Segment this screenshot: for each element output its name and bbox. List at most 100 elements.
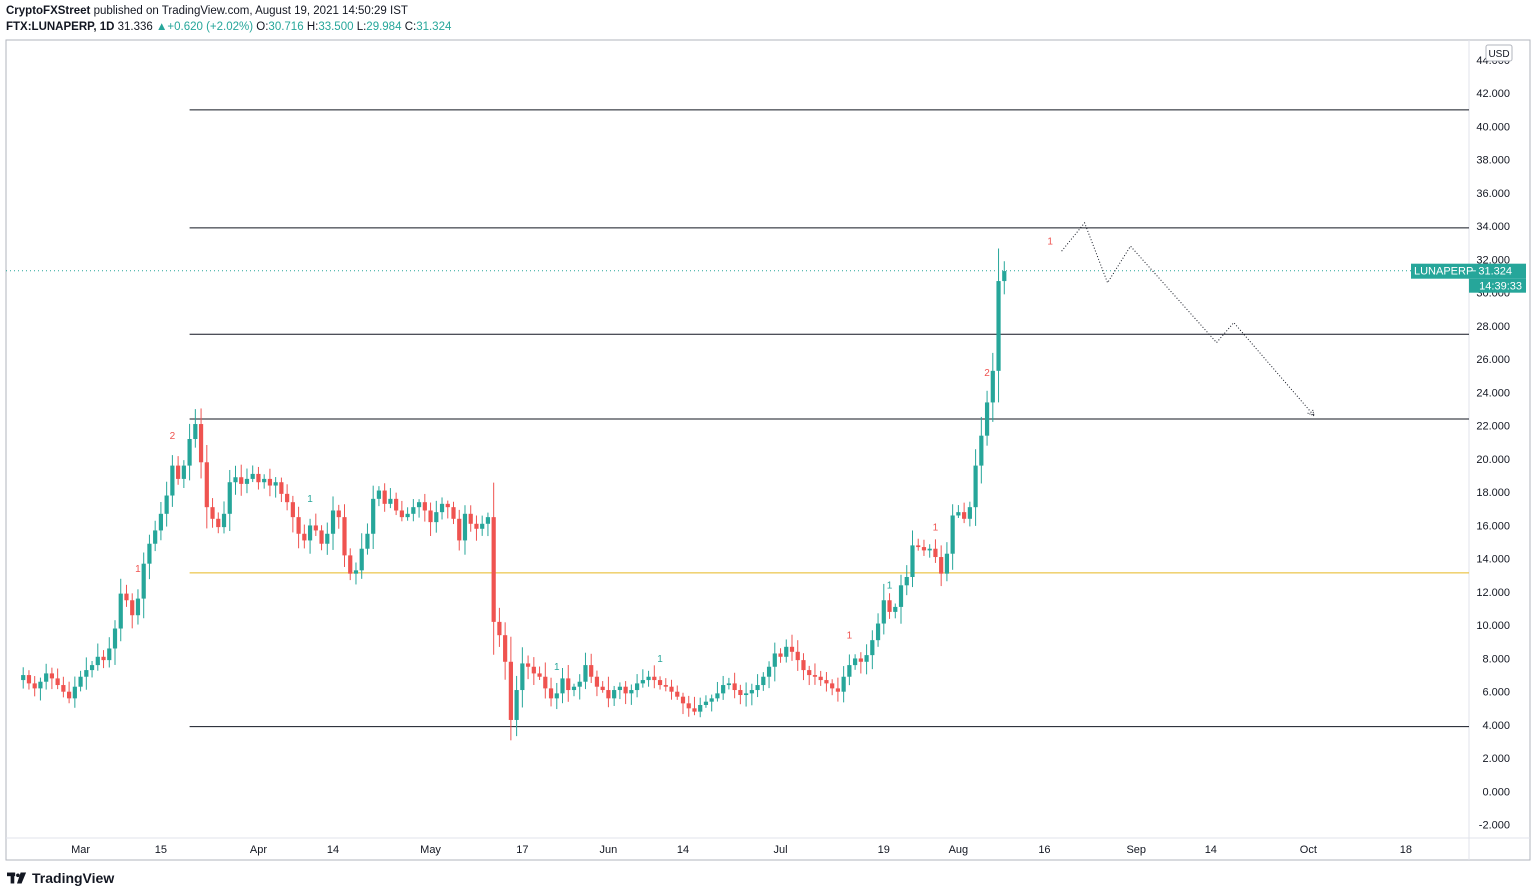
- candle-body: [715, 693, 720, 699]
- candle-body: [462, 513, 468, 541]
- candle-body: [554, 693, 559, 699]
- candle-body: [239, 477, 244, 484]
- candle-body: [784, 646, 789, 657]
- y-tick-label: 38.000: [1476, 155, 1510, 167]
- candle-body: [738, 690, 743, 696]
- candle-body: [198, 424, 204, 463]
- y-tick-label: 28.000: [1476, 321, 1510, 333]
- candle-body: [164, 495, 169, 514]
- candle-body: [996, 281, 1001, 371]
- candle-body: [612, 690, 617, 699]
- candle-body: [525, 663, 531, 667]
- y-tick-label: 4.000: [1482, 720, 1510, 732]
- candle-body: [210, 507, 215, 519]
- candle-body: [772, 653, 777, 667]
- y-tick-label: 40.000: [1476, 121, 1510, 133]
- sequence-marker: 1: [847, 631, 853, 642]
- candle-body: [841, 676, 846, 692]
- candle-body: [267, 478, 273, 486]
- x-tick-label: 19: [878, 844, 890, 856]
- price-tag-symbol: LUNAPERP: [1414, 266, 1473, 278]
- y-tick-label: 42.000: [1476, 88, 1510, 100]
- publisher-name[interactable]: CryptoFXStreet: [6, 5, 91, 17]
- sequence-marker: 1: [554, 662, 560, 673]
- sequence-marker: 1: [887, 581, 893, 592]
- candle-body: [847, 665, 852, 677]
- y-tick-label: -2.000: [1479, 820, 1510, 832]
- x-tick-label: Apr: [250, 844, 267, 856]
- candle-body: [445, 503, 450, 508]
- published-info: published on TradingView.com, August 19,…: [93, 5, 408, 17]
- sequence-marker: 1: [1047, 236, 1053, 247]
- candle-body: [118, 593, 123, 629]
- candle-body: [640, 680, 645, 684]
- chart-header: CryptoFXStreet published on TradingView.…: [6, 3, 451, 35]
- y-tick-label: 22.000: [1476, 421, 1510, 433]
- candle-body: [858, 658, 863, 662]
- x-tick-label: Jul: [773, 844, 787, 856]
- candle-body: [388, 498, 393, 504]
- candle-body: [703, 701, 709, 705]
- y-tick-label: 34.000: [1476, 221, 1510, 233]
- candle-body: [457, 518, 462, 541]
- candle-body: [439, 503, 445, 513]
- candle-body: [675, 691, 680, 697]
- candle-body: [394, 498, 399, 511]
- x-tick-label: 18: [1400, 844, 1412, 856]
- candle-body: [221, 513, 227, 528]
- candle-body: [330, 510, 336, 534]
- candle-body: [600, 686, 605, 691]
- candle-body: [336, 510, 341, 518]
- x-tick-label: 17: [516, 844, 528, 856]
- candle-body: [468, 513, 473, 524]
- tradingview-logo[interactable]: TradingView: [7, 868, 114, 888]
- y-tick-label: 8.000: [1482, 653, 1510, 665]
- candle-body: [124, 593, 129, 601]
- candle-body: [853, 658, 858, 666]
- candle-body: [933, 548, 938, 558]
- candle-body: [812, 675, 818, 677]
- candle-body: [480, 523, 485, 529]
- y-tick-label: 6.000: [1482, 687, 1510, 699]
- candle-body: [176, 465, 181, 479]
- candle-body: [325, 533, 330, 544]
- candle-body: [548, 688, 554, 699]
- candle-body: [61, 685, 66, 692]
- candle-body: [990, 370, 995, 403]
- candle-body: [652, 676, 657, 681]
- candle-body: [721, 685, 726, 694]
- y-tick-label: 26.000: [1476, 354, 1510, 366]
- candle-body: [451, 507, 456, 519]
- candle-body: [984, 402, 990, 436]
- candle-body: [744, 693, 749, 696]
- candle-body: [497, 621, 502, 636]
- open-value: 30.716: [268, 21, 304, 33]
- candle-body: [474, 523, 479, 529]
- candle-body: [353, 570, 359, 574]
- candle-body: [881, 600, 886, 624]
- candle-body: [290, 502, 295, 518]
- candle-body: [348, 555, 353, 574]
- candle-body: [824, 680, 829, 684]
- candle-body: [399, 510, 404, 518]
- candle-body: [807, 670, 812, 676]
- candle-body: [411, 507, 416, 514]
- candle-body: [359, 548, 364, 571]
- candle-body: [193, 424, 198, 439]
- candle-body: [302, 533, 307, 541]
- candle-body: [789, 646, 795, 652]
- candle-body: [594, 676, 600, 687]
- candle-body: [49, 673, 54, 679]
- symbol-label[interactable]: FTX:LUNAPERP, 1D: [6, 21, 115, 33]
- candle-body: [170, 465, 175, 496]
- candle-body: [405, 513, 410, 518]
- x-tick-label: 14: [327, 844, 339, 856]
- y-tick-label: 14.000: [1476, 554, 1510, 566]
- price-tag-value: 31.324: [1478, 266, 1512, 278]
- candle-body: [135, 598, 141, 616]
- candle-body: [307, 525, 313, 541]
- candle-body: [692, 708, 697, 712]
- candle-body: [147, 543, 152, 564]
